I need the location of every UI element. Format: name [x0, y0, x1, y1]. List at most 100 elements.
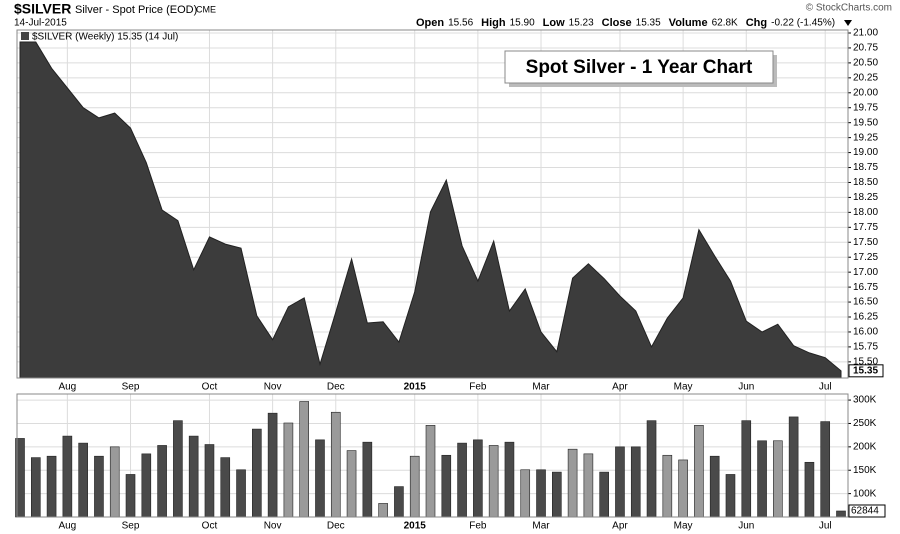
y-tick-label: 18.75: [853, 162, 878, 173]
last-value-box: [848, 504, 886, 518]
volume-bar: [804, 461, 815, 518]
volume-bar: [409, 455, 420, 518]
y-tick-label: 19.25: [853, 132, 878, 143]
y-tick-label: 150K: [853, 465, 877, 476]
y-tick-label: 20.00: [853, 87, 878, 98]
volume-bar: [694, 425, 704, 518]
plot-frame: [16, 393, 849, 518]
last-value-label: 15.35: [853, 365, 878, 376]
volume-bar: [299, 401, 309, 518]
y-tick-label: 100K: [853, 488, 877, 499]
x-tick-label: Oct: [202, 382, 218, 393]
volume-bar: [504, 441, 515, 518]
x-tick-label: Sep: [122, 521, 140, 532]
quote-value: 15.90: [510, 18, 535, 29]
quote-label: High: [481, 17, 506, 29]
volume-bar: [473, 439, 483, 518]
exchange: CME: [196, 4, 216, 14]
volume-bar: [252, 428, 262, 518]
volume-bar: [46, 455, 57, 518]
volume-bar: [220, 457, 231, 518]
quote-label: Open: [416, 17, 444, 29]
legend-icon: [21, 32, 29, 40]
x-tick-label: May: [674, 521, 693, 532]
y-tick-label: 19.00: [853, 147, 878, 158]
x-tick-label: Dec: [327, 521, 345, 532]
x-tick-label: May: [674, 382, 693, 393]
x-tick-label: Jul: [819, 382, 832, 393]
quote-value: 15.23: [569, 18, 594, 29]
security-name: Silver - Spot Price (EOD): [75, 4, 197, 16]
volume-bar: [773, 440, 783, 518]
x-tick-label: Jun: [738, 382, 754, 393]
y-tick-label: 15.75: [853, 342, 878, 353]
x-tick-label: Aug: [58, 382, 76, 393]
y-tick-label: 200K: [853, 441, 877, 452]
volume-bar: [615, 446, 625, 518]
quote-value: 15.56: [448, 18, 473, 29]
y-tick-label: 17.50: [853, 237, 878, 248]
x-tick-label: Mar: [532, 382, 550, 393]
volume-bar: [709, 455, 720, 518]
x-tick-label: 2015: [404, 521, 427, 532]
quote-value: 62.8K: [712, 18, 738, 29]
volume-bar: [425, 425, 436, 518]
volume-bar: [583, 453, 594, 518]
volume-bar: [125, 474, 136, 518]
dropdown-arrow[interactable]: [844, 20, 852, 26]
volume-bar: [30, 457, 41, 518]
y-tick-label: 17.25: [853, 252, 878, 263]
y-tick-label: 20.75: [853, 43, 878, 54]
price-area: [19, 41, 842, 379]
copyright: © StockCharts.com: [806, 3, 892, 14]
volume-bar: [836, 510, 846, 518]
volume-bar: [394, 486, 404, 518]
legend: $SILVER (Weekly) 15.35 (14 Jul): [32, 32, 178, 43]
x-tick-label: Sep: [122, 382, 140, 393]
x-tick-label: Apr: [612, 382, 628, 393]
quote-label: Chg: [746, 17, 767, 29]
volume-bar: [725, 474, 736, 518]
y-tick-label: 20.25: [853, 72, 878, 83]
volume-bar: [457, 442, 467, 518]
y-tick-label: 21.00: [853, 28, 878, 39]
x-tick-label: Aug: [58, 521, 76, 532]
volume-bar: [188, 435, 199, 518]
annotation: Spot Silver - 1 Year Chart: [526, 57, 753, 78]
price-panel: Aug Sep Oct Nov Dec 2015 Feb Mar Apr May Jun Jul 15.…: [16, 28, 884, 393]
volume-bar: [94, 455, 104, 518]
y-tick-label: 18.25: [853, 192, 878, 203]
volume-bar: [78, 442, 88, 518]
volume-bar: [315, 439, 325, 518]
x-tick-label: Apr: [612, 521, 628, 532]
last-value-label: 62844: [851, 506, 879, 517]
volume-bar: [330, 411, 341, 518]
quote-label: Close: [602, 17, 632, 29]
symbol: $SILVER: [14, 1, 71, 17]
volume-bar: [662, 454, 673, 518]
y-tick-label: 18.50: [853, 177, 878, 188]
volume-bar: [820, 421, 831, 518]
x-tick-label: Nov: [264, 521, 282, 532]
y-tick-label: 250K: [853, 418, 877, 429]
x-tick-label: Nov: [264, 382, 282, 393]
volume-bar: [267, 412, 278, 518]
volume-bar: [346, 450, 357, 518]
volume-bar: [646, 420, 657, 518]
x-tick-label: Dec: [327, 382, 345, 393]
y-tick-label: 18.00: [853, 207, 878, 218]
x-tick-label: Mar: [532, 521, 550, 532]
volume-bar: [488, 445, 499, 518]
volume-bar: [362, 441, 373, 518]
x-tick-label: Jul: [819, 521, 832, 532]
volume-bar: [741, 420, 752, 518]
x-tick-label: Feb: [469, 521, 487, 532]
quote-value: 15.35: [636, 18, 661, 29]
volume-bar: [236, 469, 246, 518]
volume-bar: [678, 459, 688, 518]
x-tick-label: Oct: [202, 521, 218, 532]
annotation-box: [504, 50, 774, 84]
volume-bar: [441, 454, 452, 518]
y-tick-label: 19.50: [853, 117, 878, 128]
volume-bar: [378, 503, 388, 518]
